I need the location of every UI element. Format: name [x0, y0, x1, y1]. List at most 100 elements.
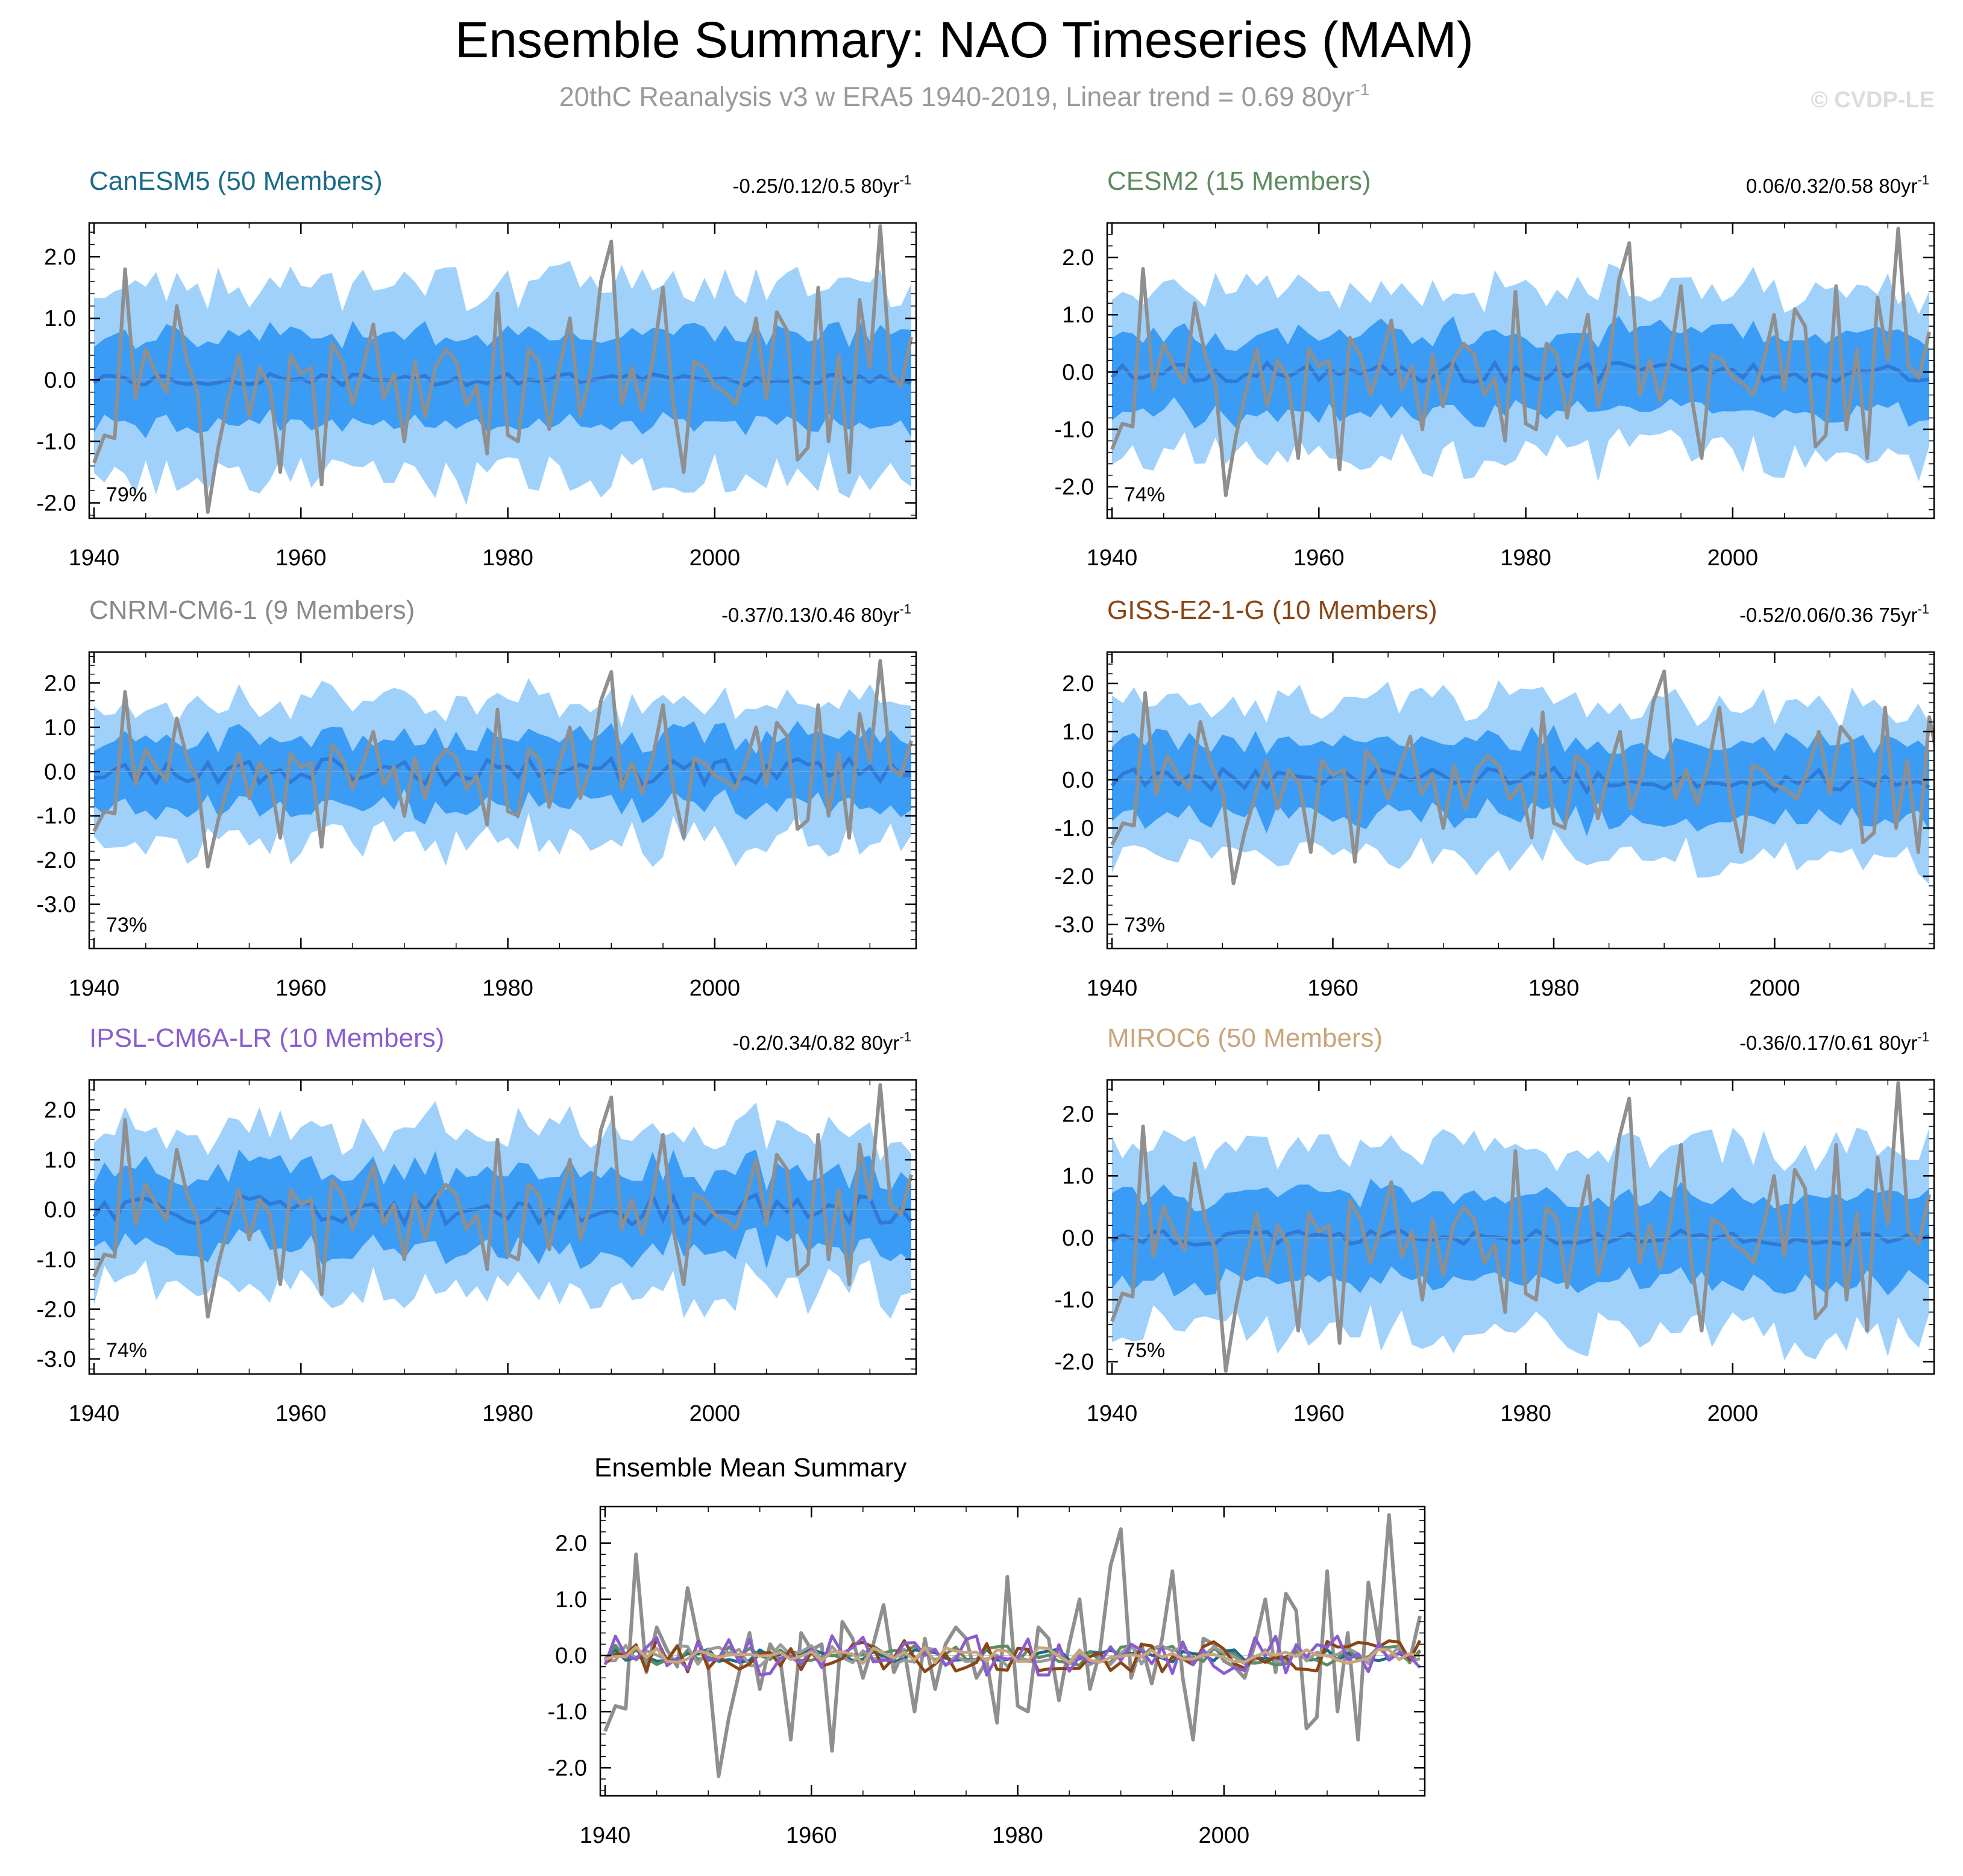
- watermark: © CVDP-LE: [1811, 87, 1935, 113]
- y-tick-label: 2.0: [44, 1098, 76, 1123]
- percent-label: 73%: [106, 914, 147, 936]
- panel-cesm2: 2.0 1.0 0.0 -1.0 -2.0 1940 1960 1980 2000 CESM2 (…: [1055, 166, 1935, 571]
- trend-label: -0.52/0.06/0.36 75yr-1: [1739, 601, 1929, 626]
- y-tick-label: -2.0: [1055, 864, 1094, 889]
- y-tick-label: 0.0: [1062, 768, 1094, 793]
- y-tick-label: 0.0: [1062, 360, 1094, 385]
- y-tick-label: 2.0: [44, 245, 76, 270]
- x-tick-label: 1960: [1293, 1401, 1345, 1426]
- plot-frame: [88, 1079, 917, 1375]
- y-tick-label: -2.0: [548, 1755, 587, 1781]
- observed-nao-line: [1110, 227, 1931, 497]
- panel-title: IPSL-CM6A-LR (10 Members): [89, 1023, 444, 1053]
- plot-frame: [88, 222, 917, 519]
- plot-area: [1107, 670, 1934, 885]
- series-line-miroc6: [605, 1645, 1421, 1665]
- observed-nao-line: [92, 224, 913, 514]
- y-tick-label: -3.0: [1055, 912, 1094, 938]
- observed-nao-line: [1110, 670, 1934, 885]
- percent-label: 74%: [106, 1339, 147, 1362]
- x-tick-label: 1980: [482, 1401, 533, 1426]
- plot-frame: [1106, 1079, 1935, 1375]
- panel-canesm5: 2.0 1.0 0.0 -1.0 -2.0 1940 1960 1980 2000 CanESM5…: [37, 166, 917, 571]
- y-tick-label: 1.0: [1062, 720, 1094, 745]
- percent-label: 79%: [106, 483, 147, 506]
- y-tick-label: -2.0: [1055, 1349, 1094, 1375]
- y-tick-label: -3.0: [37, 1347, 76, 1372]
- panel-title: CNRM-CM6-1 (9 Members): [89, 595, 415, 625]
- x-tick-label: 1980: [482, 976, 533, 1001]
- x-tick-label: 1960: [1293, 545, 1345, 571]
- y-tick-label: 0.0: [555, 1643, 587, 1669]
- y-tick-label: 2.0: [1062, 671, 1094, 697]
- plot-frame: [88, 651, 917, 950]
- x-tick-label: 2000: [1707, 545, 1759, 571]
- percent-label: 73%: [1124, 914, 1165, 936]
- y-tick-label: 2.0: [1062, 1102, 1094, 1128]
- plot-area: [1107, 1081, 1934, 1373]
- figure-subtitle: 20thC Reanalysis v3 w ERA5 1940-2019, Li…: [559, 80, 1369, 112]
- panel-title: Ensemble Mean Summary: [594, 1453, 906, 1482]
- x-tick-label: 1960: [275, 1401, 327, 1426]
- plot-area: [89, 224, 916, 514]
- y-tick-label: -1.0: [37, 429, 76, 454]
- x-tick-label: 1960: [786, 1823, 837, 1848]
- x-tick-label: 1940: [1087, 1401, 1138, 1426]
- trend-label: -0.2/0.34/0.82 80yr-1: [732, 1029, 911, 1054]
- y-tick-label: -2.0: [37, 491, 76, 516]
- x-tick-label: 1940: [69, 545, 120, 571]
- panel-cnrm: 2.0 1.0 0.0 -1.0 -2.0 -3.0 1940 1960 1980 2000 CNR…: [37, 595, 917, 1001]
- panel-ensemble-mean: 2.0 1.0 0.0 -1.0 -2.0 1940 1960 1980 2000 Ensembl…: [548, 1453, 1426, 1848]
- plot-frame: [599, 1505, 1426, 1797]
- plot-area: [89, 659, 916, 869]
- x-tick-label: 2000: [1749, 976, 1800, 1001]
- y-tick-label: 0.0: [1062, 1226, 1094, 1251]
- y-tick-label: 0.0: [44, 759, 76, 785]
- x-tick-label: 1960: [275, 976, 327, 1001]
- y-tick-label: -1.0: [1055, 1288, 1094, 1313]
- panel-title: CanESM5 (50 Members): [89, 166, 383, 196]
- trend-label: -0.25/0.12/0.5 80yr-1: [732, 172, 911, 197]
- y-tick-label: 2.0: [555, 1531, 587, 1557]
- y-tick-label: -1.0: [1055, 418, 1094, 443]
- x-tick-label: 1960: [1307, 976, 1358, 1001]
- plot-area: [1107, 227, 1934, 497]
- percent-label: 75%: [1124, 1339, 1165, 1362]
- x-tick-label: 1980: [1500, 1401, 1551, 1426]
- panel-ipsl: 2.0 1.0 0.0 -1.0 -2.0 -3.0 1940 1960 1980 2000 IPS…: [37, 1023, 917, 1426]
- panel-title: MIROC6 (50 Members): [1107, 1023, 1383, 1053]
- x-tick-label: 1940: [1087, 976, 1138, 1001]
- observed-nao-line: [92, 659, 913, 869]
- y-tick-label: 1.0: [44, 306, 76, 331]
- y-tick-label: 1.0: [555, 1587, 587, 1613]
- y-tick-label: -1.0: [37, 1247, 76, 1273]
- y-tick-label: 0.0: [44, 368, 76, 393]
- x-tick-label: 1980: [992, 1823, 1043, 1848]
- y-tick-label: -1.0: [37, 804, 76, 829]
- observed-nao-line: [92, 1083, 913, 1319]
- x-tick-label: 1960: [275, 545, 327, 571]
- x-tick-label: 1940: [69, 1401, 120, 1426]
- y-tick-label: -1.0: [548, 1699, 587, 1725]
- percent-label: 74%: [1124, 483, 1165, 506]
- x-tick-label: 2000: [1199, 1823, 1250, 1848]
- figure-title: Ensemble Summary: NAO Timeseries (MAM): [455, 11, 1474, 68]
- x-tick-label: 1980: [482, 545, 533, 571]
- y-tick-label: 1.0: [44, 1147, 76, 1173]
- x-tick-label: 1980: [1500, 545, 1551, 571]
- plot-frame: [1106, 651, 1935, 950]
- trend-label: -0.37/0.13/0.46 80yr-1: [721, 601, 911, 626]
- y-tick-label: 2.0: [1062, 245, 1094, 271]
- series-line-ipsl-cm6a-lr: [603, 1634, 1421, 1677]
- y-tick-label: -3.0: [37, 893, 76, 918]
- y-tick-label: 2.0: [44, 671, 76, 696]
- panel-miroc6: 2.0 1.0 0.0 -1.0 -2.0 1940 1960 1980 2000 MIROC6 …: [1055, 1023, 1935, 1426]
- y-tick-label: -1.0: [1055, 816, 1094, 841]
- plot-area: [89, 1083, 916, 1319]
- x-tick-label: 2000: [689, 1401, 741, 1426]
- y-tick-label: 1.0: [44, 715, 76, 741]
- y-tick-label: 1.0: [1062, 1164, 1094, 1189]
- observed-nao-line: [603, 1513, 1422, 1778]
- x-tick-label: 2000: [1707, 1401, 1759, 1426]
